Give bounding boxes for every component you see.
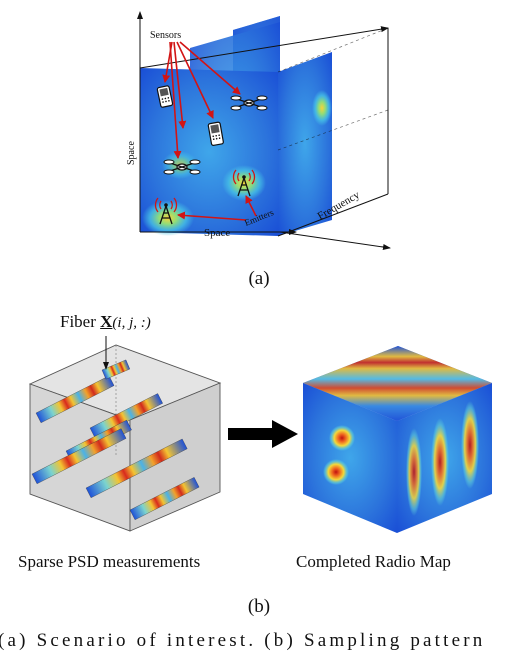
- caption-b: (b): [247, 596, 271, 617]
- panel-a: Sensors Space Space Emitters Frequency: [126, 11, 391, 250]
- fiber-index: (i, j, :): [112, 315, 151, 331]
- completed-right-band-3: [461, 401, 479, 489]
- axis-depth-top: [139, 26, 389, 69]
- completed-front-hotspot-2: [323, 459, 349, 485]
- drone-icon: [230, 95, 268, 111]
- fiber-bar: [35, 375, 115, 424]
- phone-icon: [207, 121, 224, 146]
- sparse-cube-right: [129, 382, 221, 532]
- drone-icon: [163, 159, 201, 175]
- sparse-cube: [28, 336, 222, 532]
- caption-a: (a): [248, 268, 270, 289]
- axis-dashed-2: [277, 109, 389, 151]
- fiber-label: Fiber X(i, j, :): [60, 312, 151, 332]
- space-horizontal-label: Space: [204, 227, 230, 239]
- fiber-bar: [85, 438, 188, 499]
- completed-right-band-2: [431, 418, 449, 506]
- tower-icon: [232, 169, 256, 197]
- fiber-bar: [129, 477, 200, 521]
- axis-frequency: [279, 231, 391, 250]
- panel-b: [28, 336, 492, 533]
- space-vertical-label: Space: [126, 141, 137, 165]
- fiber-prefix: Fiber: [60, 312, 96, 331]
- fiber-bar: [31, 428, 127, 485]
- completed-radio-map-label: Completed Radio Map: [296, 552, 451, 571]
- completed-front-hotspot-1: [329, 425, 355, 451]
- phone-icon: [156, 85, 174, 108]
- front-hotspot-2: [222, 165, 266, 201]
- completion-arrow: [228, 420, 298, 448]
- fiber-bar: [89, 393, 163, 439]
- completed-cube-top-stripes: [303, 346, 492, 421]
- completed-cube-front: [303, 383, 397, 533]
- axis-dashed-1: [277, 27, 389, 73]
- fiber-bar: [101, 359, 131, 380]
- tower-icon: [154, 197, 178, 225]
- figure-caption: (a) Scenario of interest. (b) Sampling p…: [0, 630, 486, 651]
- emitter-arrows: [177, 195, 257, 221]
- sensor-arrows: [162, 41, 241, 159]
- fiber-symbol: X: [100, 312, 113, 331]
- slab-side-hotspot: [312, 90, 332, 126]
- completed-cube: [303, 346, 492, 533]
- sparse-measurements-label: Sparse PSD measurements: [18, 552, 201, 571]
- completed-right-band-1: [406, 428, 422, 516]
- sensors-label: Sensors: [150, 30, 181, 41]
